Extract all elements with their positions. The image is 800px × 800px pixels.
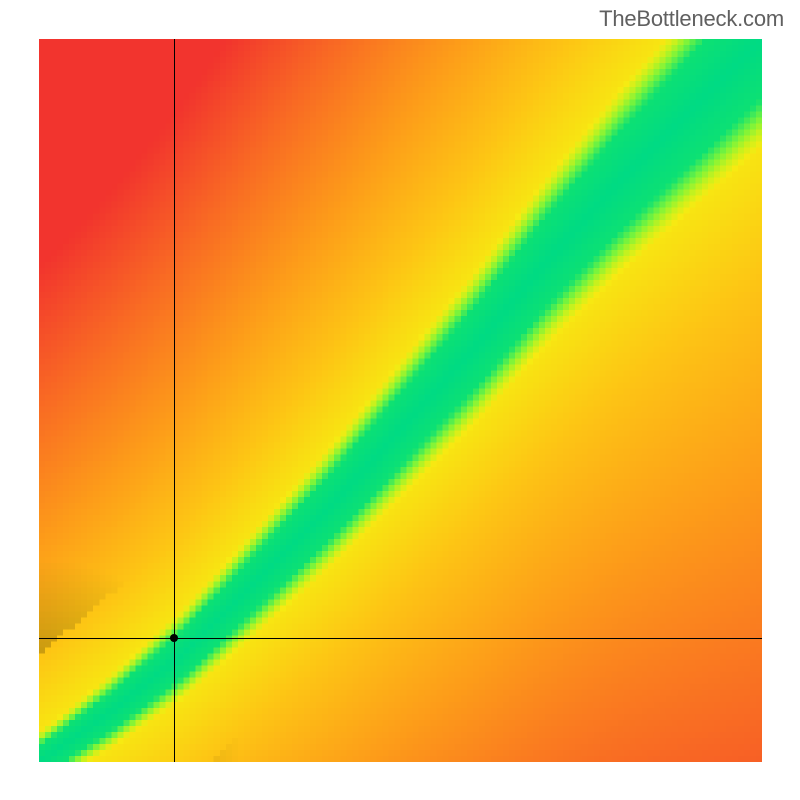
figure-container: TheBottleneck.com — [0, 0, 800, 800]
crosshair-horizontal — [39, 638, 762, 639]
crosshair-vertical — [174, 39, 175, 762]
heatmap-plot — [39, 39, 762, 762]
crosshair-point — [170, 634, 178, 642]
heatmap-canvas — [39, 39, 762, 762]
watermark-text: TheBottleneck.com — [599, 6, 784, 32]
